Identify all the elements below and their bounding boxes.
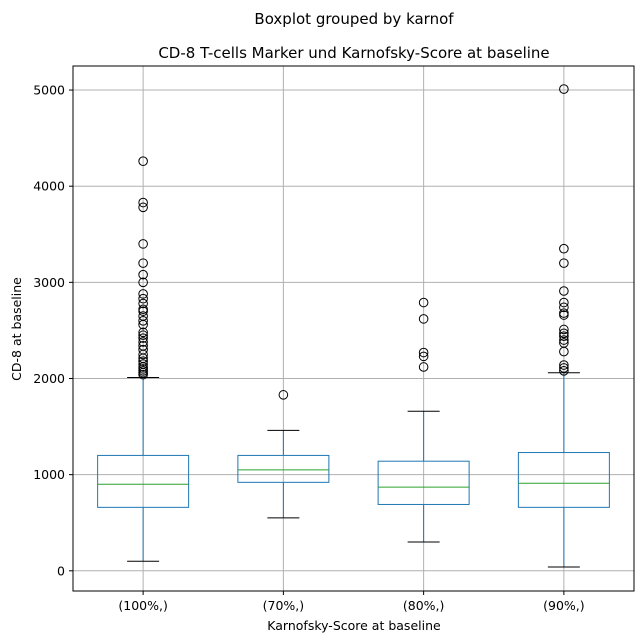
iqr-box bbox=[377, 460, 470, 505]
outlier-point bbox=[418, 362, 429, 372]
y-tick-label: 2000 bbox=[33, 371, 65, 386]
outlier-point bbox=[138, 330, 148, 341]
outlier-point bbox=[559, 258, 569, 268]
outlier-point bbox=[559, 338, 569, 348]
grid-layer bbox=[73, 66, 634, 591]
outlier-point bbox=[559, 328, 569, 339]
y-axis-label: CD-8 at baseline bbox=[9, 277, 24, 381]
outlier-point bbox=[559, 297, 569, 308]
outlier-point bbox=[559, 324, 569, 335]
outlier-point bbox=[559, 360, 569, 370]
outlier-point bbox=[138, 202, 148, 213]
y-tick-label: 1000 bbox=[33, 467, 65, 482]
outlier-point bbox=[418, 351, 429, 362]
outlier-point bbox=[559, 308, 569, 318]
box-layer bbox=[97, 84, 610, 568]
outlier-point bbox=[138, 293, 148, 304]
outlier-point bbox=[138, 316, 148, 326]
outlier-point bbox=[138, 258, 148, 268]
outlier-point bbox=[559, 286, 569, 296]
outlier-point bbox=[138, 277, 148, 288]
iqr-box bbox=[517, 452, 610, 508]
outlier-point bbox=[278, 390, 289, 400]
outlier-point bbox=[559, 335, 569, 345]
outlier-point bbox=[138, 156, 148, 166]
outlier-point bbox=[138, 356, 148, 366]
outlier-point bbox=[559, 302, 569, 313]
plot-frame bbox=[72, 65, 635, 592]
tick-layer: 0 1000 2000 3000 4000 5000 (100%,) (70%,) (80%,)… bbox=[33, 83, 584, 613]
outlier-point bbox=[138, 327, 148, 338]
y-tick-label: 0 bbox=[57, 563, 65, 578]
outlier-point bbox=[138, 341, 148, 351]
outlier-point bbox=[138, 337, 148, 347]
outlier-point bbox=[138, 197, 148, 208]
x-tick-label: (100%,) bbox=[118, 598, 167, 613]
outlier-point bbox=[559, 243, 569, 254]
outlier-point bbox=[559, 363, 569, 373]
outlier-point bbox=[138, 344, 148, 355]
outlier-point bbox=[559, 84, 569, 94]
x-tick-label: (80%,) bbox=[403, 598, 445, 613]
outlier-point bbox=[138, 304, 148, 315]
chart-suptitle: Boxplot grouped by karnof bbox=[254, 10, 454, 28]
outlier-point bbox=[138, 298, 148, 309]
iqr-box bbox=[237, 454, 330, 483]
y-tick-label: 5000 bbox=[33, 83, 65, 98]
y-tick-label: 4000 bbox=[33, 179, 65, 194]
outlier-point bbox=[138, 239, 148, 249]
x-axis-label: Karnofsky-Score at baseline bbox=[267, 618, 441, 633]
outlier-point bbox=[559, 331, 569, 341]
y-tick-label: 3000 bbox=[33, 275, 65, 290]
outlier-point bbox=[138, 333, 148, 343]
iqr-box bbox=[97, 454, 190, 508]
outlier-point bbox=[559, 366, 569, 376]
outlier-point bbox=[138, 269, 148, 280]
outlier-point bbox=[138, 311, 148, 321]
outlier-point bbox=[138, 359, 148, 369]
x-tick-label: (90%,) bbox=[543, 598, 585, 613]
outlier-point bbox=[418, 297, 429, 308]
outlier-point bbox=[138, 289, 148, 299]
x-tick-label: (70%,) bbox=[263, 598, 305, 613]
outlier-point bbox=[418, 314, 429, 324]
outlier-point bbox=[418, 347, 429, 358]
chart-title: CD-8 T-cells Marker und Karnofsky-Score … bbox=[158, 44, 549, 62]
